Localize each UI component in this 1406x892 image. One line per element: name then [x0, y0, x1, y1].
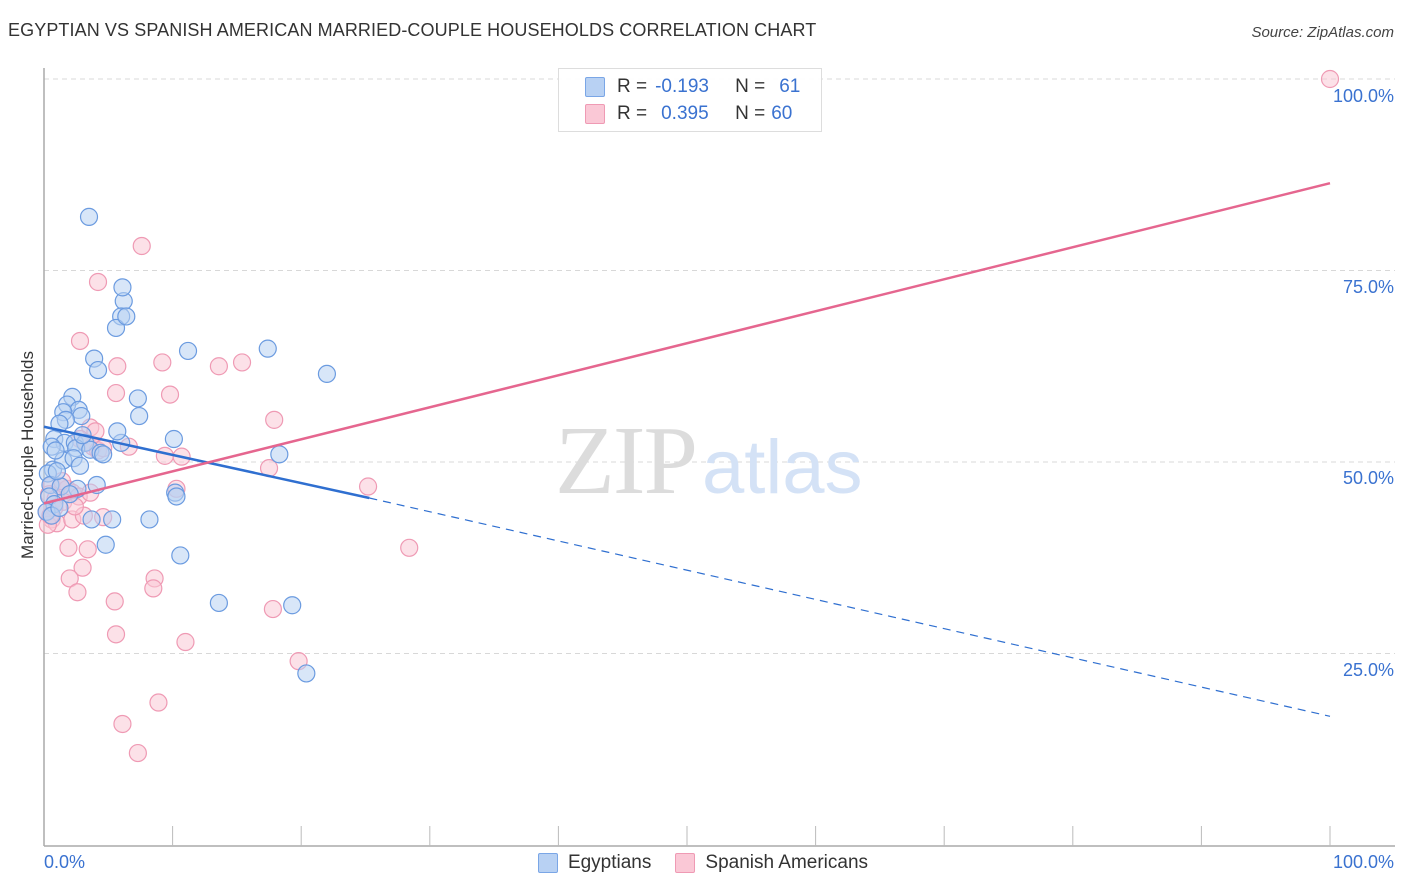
data-point: [164, 429, 183, 449]
data-point: [209, 593, 228, 613]
r-value: 0.395: [661, 103, 709, 124]
data-point: [263, 599, 283, 619]
data-point: [59, 538, 78, 557]
x-tick-100: 100.0%: [1332, 852, 1394, 872]
r-label: R =: [617, 76, 648, 97]
y-tick-75: 75.0%: [1342, 277, 1394, 297]
n-value: 60: [771, 103, 793, 124]
egyptians-trend-extension: [369, 497, 1331, 717]
data-point: [70, 331, 90, 351]
egyptians-swatch: [585, 77, 605, 97]
data-point: [73, 558, 92, 577]
data-point: [47, 462, 66, 481]
data-point: [46, 441, 65, 460]
spanish-americans-swatch: [585, 104, 605, 124]
y-tick-100: 100.0%: [1332, 86, 1394, 106]
data-point: [113, 714, 132, 734]
data-point: [128, 389, 147, 408]
data-point: [258, 339, 277, 358]
data-point: [105, 592, 124, 611]
spanish-americans-points: [37, 69, 1340, 763]
data-point: [79, 207, 99, 226]
data-point: [1320, 69, 1340, 89]
data-point: [106, 383, 126, 403]
spanish-americans-swatch: [675, 853, 696, 873]
y-axis-title: Married-couple Households: [18, 351, 37, 559]
data-point: [232, 353, 252, 372]
trend-lines: [43, 181, 1331, 717]
axes: [43, 68, 1395, 847]
data-point: [178, 341, 198, 361]
data-point: [72, 406, 91, 426]
data-point: [130, 406, 149, 426]
data-point: [176, 632, 195, 652]
data-point: [155, 446, 174, 465]
correlation-legend: R = -0.193 N = 61 R = 0.395 N = 60: [558, 68, 822, 132]
legend-label: Egyptians: [567, 852, 652, 873]
data-point: [358, 477, 378, 496]
r-value: -0.193: [655, 76, 709, 97]
data-point: [82, 510, 101, 529]
legend-row-spanish-americans: R = 0.395 N = 60: [585, 101, 792, 127]
source-label: Source: ZipAtlas.com: [1251, 24, 1394, 41]
data-point: [167, 487, 186, 506]
data-point: [283, 596, 302, 615]
data-point: [140, 510, 159, 529]
data-point: [160, 385, 180, 404]
chart-title: EGYPTIAN VS SPANISH AMERICAN MARRIED-COU…: [8, 20, 817, 40]
legend-row-egyptians: R = -0.193 N = 61: [585, 74, 800, 100]
data-point: [108, 422, 127, 441]
data-point: [94, 445, 113, 464]
data-point: [88, 272, 108, 292]
data-point: [78, 540, 97, 559]
n-label: N =: [735, 76, 766, 97]
data-point: [265, 410, 284, 429]
data-point: [297, 664, 316, 683]
data-point: [270, 445, 289, 464]
data-point: [117, 307, 136, 326]
y-tick-25: 25.0%: [1342, 660, 1394, 680]
data-point: [96, 535, 115, 554]
egyptians-swatch: [537, 853, 558, 873]
data-point: [106, 318, 126, 338]
r-label: R =: [617, 103, 648, 124]
series-legend: Egyptians Spanish Americans: [0, 852, 1406, 874]
data-point: [68, 583, 87, 602]
data-point: [88, 360, 108, 380]
legend-item-spanish-americans[interactable]: Spanish Americans: [675, 852, 868, 874]
data-point: [70, 456, 90, 475]
x-tick-0: 0.0%: [44, 852, 86, 872]
data-point: [132, 236, 151, 256]
legend-item-egyptians[interactable]: Egyptians: [537, 852, 652, 874]
data-point: [113, 278, 132, 297]
data-point: [149, 693, 168, 712]
legend-label: Spanish Americans: [705, 852, 869, 873]
spanish-americans-trend-line: [43, 181, 1331, 505]
n-value: 61: [779, 76, 801, 97]
data-point: [171, 546, 190, 565]
data-point: [400, 538, 419, 557]
y-tick-50: 50.0%: [1342, 468, 1394, 488]
n-label: N =: [735, 103, 766, 124]
data-point: [144, 579, 163, 598]
data-point: [108, 357, 127, 376]
data-point: [128, 743, 147, 763]
data-point: [317, 364, 337, 384]
data-point: [106, 625, 126, 644]
data-point: [153, 353, 172, 372]
data-point: [60, 569, 79, 588]
data-point: [209, 357, 228, 376]
data-point: [103, 510, 122, 529]
egyptians-points: [37, 207, 337, 683]
